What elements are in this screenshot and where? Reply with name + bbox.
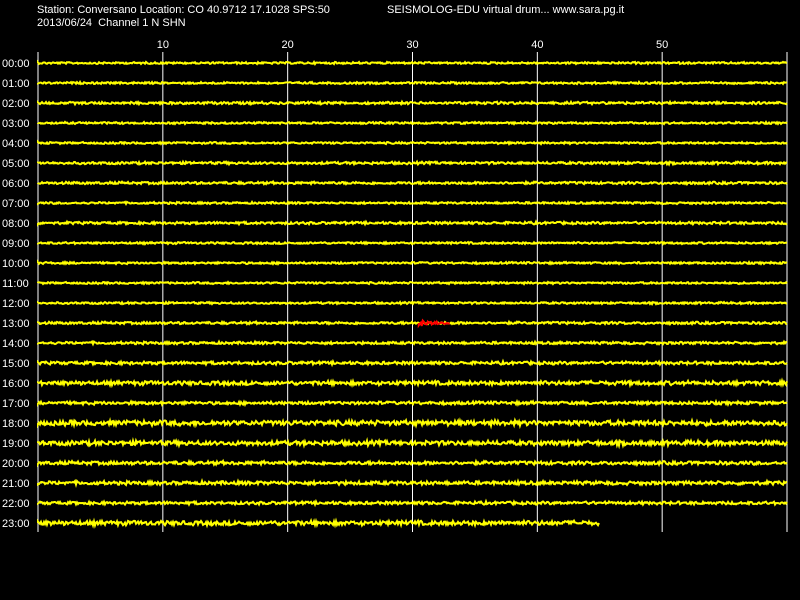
seismic-trace <box>37 339 788 347</box>
hour-row-03:00: 03:00 <box>2 118 788 130</box>
seismic-trace <box>37 59 788 67</box>
hour-label: 18:00 <box>2 418 30 430</box>
hour-label: 09:00 <box>2 238 30 250</box>
hour-row-02:00: 02:00 <box>2 98 788 110</box>
hour-label: 08:00 <box>2 218 30 230</box>
hour-label: 10:00 <box>2 258 30 270</box>
hour-label: 12:00 <box>2 298 30 310</box>
hour-row-22:00: 22:00 <box>2 498 788 510</box>
hour-label: 04:00 <box>2 138 30 150</box>
hour-label: 14:00 <box>2 338 30 350</box>
seismic-trace <box>37 79 787 86</box>
hour-row-06:00: 06:00 <box>2 178 788 190</box>
hour-row-05:00: 05:00 <box>2 158 788 170</box>
seismic-trace <box>37 99 788 107</box>
hour-row-17:00: 17:00 <box>2 398 788 410</box>
hour-label: 02:00 <box>2 98 30 110</box>
hour-row-09:00: 09:00 <box>2 238 788 250</box>
seismic-trace <box>37 259 788 266</box>
x-tick-label: 50 <box>656 39 668 51</box>
hour-row-07:00: 07:00 <box>2 198 788 210</box>
hour-row-19:00: 19:00 <box>2 436 788 450</box>
hour-label: 23:00 <box>2 518 30 530</box>
x-tick-label: 30 <box>406 39 418 51</box>
minute-axis: 10 20 30 40 50 <box>157 39 669 51</box>
hour-row-08:00: 08:00 <box>2 218 788 230</box>
seismic-trace <box>37 458 788 468</box>
hour-label: 19:00 <box>2 438 30 450</box>
x-tick-label: 40 <box>531 39 543 51</box>
hour-label: 21:00 <box>2 478 30 490</box>
seismic-trace <box>37 319 788 327</box>
seismic-trace <box>37 280 788 287</box>
x-tick-label: 20 <box>282 39 294 51</box>
hour-label: 03:00 <box>2 118 30 130</box>
hour-label: 00:00 <box>2 58 30 70</box>
seismic-trace <box>37 219 788 227</box>
seismic-trace <box>37 398 788 408</box>
hour-row-14:00: 14:00 <box>2 338 788 350</box>
hour-label: 13:00 <box>2 318 30 330</box>
hour-row-21:00: 21:00 <box>2 478 788 490</box>
seismic-trace <box>37 416 788 430</box>
hour-row-10:00: 10:00 <box>2 258 788 270</box>
seismic-trace <box>37 179 788 187</box>
x-tick-label: 10 <box>157 39 169 51</box>
hour-label: 05:00 <box>2 158 30 170</box>
date-channel: 2013/06/24 Channel 1 N SHN <box>37 17 186 29</box>
hour-label: 20:00 <box>2 458 30 470</box>
hour-label: 15:00 <box>2 358 30 370</box>
seismic-trace <box>37 478 788 488</box>
hour-label: 07:00 <box>2 198 30 210</box>
seismic-trace <box>37 498 788 508</box>
hour-row-18:00: 18:00 <box>2 416 788 430</box>
seismic-trace <box>37 436 788 450</box>
hour-row-13:00: 13:00 <box>2 318 788 330</box>
seismic-trace <box>37 120 788 126</box>
app-title: SEISMOLOG-EDU virtual drum... www.sara.p… <box>387 4 625 16</box>
seismic-trace <box>37 358 788 368</box>
seismic-trace <box>37 517 600 529</box>
seismic-trace <box>37 199 788 206</box>
hour-label: 22:00 <box>2 498 30 510</box>
hour-row-01:00: 01:00 <box>2 78 787 90</box>
grid-lines <box>37 52 788 532</box>
hour-row-23:00: 23:00 <box>2 517 600 530</box>
hour-label: 17:00 <box>2 398 30 410</box>
seismic-trace <box>37 240 788 246</box>
hour-label: 11:00 <box>2 278 29 290</box>
hour-row-16:00: 16:00 <box>2 377 788 390</box>
hour-row-04:00: 04:00 <box>2 138 788 150</box>
hour-row-11:00: 11:00 <box>2 278 788 290</box>
hour-row-12:00: 12:00 <box>2 298 788 310</box>
hour-row-00:00: 00:00 <box>2 58 788 70</box>
station-info: Station: Conversano Location: CO 40.9712… <box>37 4 330 16</box>
hour-row-20:00: 20:00 <box>2 458 788 470</box>
seismic-trace <box>37 139 788 147</box>
seismic-event-trace <box>417 318 451 329</box>
seismic-trace <box>37 377 788 389</box>
hour-label: 16:00 <box>2 378 30 390</box>
hour-label: 01:00 <box>2 78 30 90</box>
seismic-trace <box>37 300 788 307</box>
hour-rows: 00:00 01:00 02:00 03:00 04:00 05:00 06:00 07:00… <box>2 58 788 530</box>
hour-label: 06:00 <box>2 178 30 190</box>
seismic-trace <box>37 159 788 167</box>
hour-row-15:00: 15:00 <box>2 358 788 370</box>
